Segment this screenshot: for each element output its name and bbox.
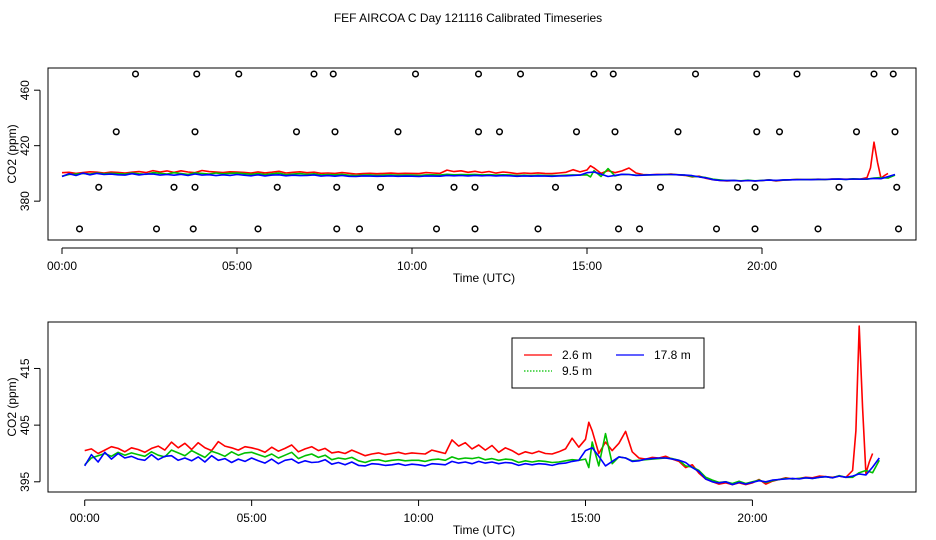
circle-marker: [852, 128, 861, 136]
top-x-axis-label: Time (UTC): [453, 271, 515, 285]
circle-marker: [712, 225, 721, 233]
circle-marker: [329, 70, 337, 78]
circle-marker: [656, 183, 665, 191]
circle-marker: [310, 70, 318, 78]
circle-marker: [889, 70, 897, 78]
legend-label-9-5m: 9.5 m: [562, 364, 592, 378]
circle-marker: [273, 183, 281, 191]
circle-marker: [471, 183, 479, 191]
figure-title: FEF AIRCOA C Day 121116 Calibrated Times…: [334, 11, 602, 25]
bottom-x-tick-label: 20:00: [737, 511, 767, 525]
circle-marker: [333, 225, 341, 233]
circle-marker: [112, 128, 120, 136]
circle-marker: [75, 225, 84, 233]
circle-marker: [609, 70, 617, 78]
circle-marker: [355, 225, 364, 233]
legend-box: [511, 337, 705, 389]
circle-marker: [333, 183, 341, 191]
circle-marker: [331, 128, 339, 136]
top-x-tick-label: 15:00: [572, 259, 602, 273]
top-x-tick-label: 05:00: [222, 259, 252, 273]
circle-marker: [376, 183, 385, 191]
circle-marker: [614, 183, 623, 191]
circle-marker: [691, 70, 700, 78]
circle-marker: [189, 225, 197, 233]
bottom-x-axis-label: Time (UTC): [453, 523, 515, 537]
circle-marker: [814, 225, 822, 233]
circle-marker: [471, 225, 479, 233]
circle-marker: [152, 225, 161, 233]
top-panel: 00:00 05:00 10:00 15:00 20:00 380 420 460 Time …: [5, 67, 917, 285]
circle-marker: [432, 225, 441, 233]
circle-marker: [534, 225, 542, 233]
circle-marker: [191, 183, 199, 191]
top-y-tick-label: 380: [18, 191, 32, 211]
bottom-y-tick-label: 405: [18, 415, 32, 435]
top-plot-frame: [47, 67, 917, 241]
circle-marker: [254, 225, 262, 233]
circle-marker: [495, 128, 504, 136]
bottom-y-axis-label: CO2 (ppm): [5, 377, 19, 436]
circle-marker: [753, 70, 761, 78]
circle-marker: [170, 183, 178, 191]
circle-marker: [572, 128, 581, 136]
circle-marker: [191, 128, 199, 136]
circle-marker: [893, 183, 901, 191]
bottom-axes: 00:00 05:00 10:00 15:00 20:00 395 405 415: [18, 358, 768, 525]
top-marks: [61, 70, 903, 233]
circle-marker: [394, 128, 402, 136]
bottom-x-tick-label: 15:00: [570, 511, 600, 525]
circle-marker: [474, 70, 483, 78]
legend-label-17-8m: 17.8 m: [654, 348, 691, 362]
circle-marker: [131, 70, 140, 78]
circle-marker: [635, 225, 644, 233]
circle-marker: [95, 183, 103, 191]
top-x-tick-label: 20:00: [747, 259, 777, 273]
circle-marker: [235, 70, 243, 78]
circle-marker: [292, 128, 301, 136]
bottom-panel: 00:00 05:00 10:00 15:00 20:00 395 405 415 Time …: [5, 321, 917, 537]
bottom-x-tick-label: 00:00: [70, 511, 100, 525]
top-y-tick-label: 460: [18, 80, 32, 100]
circle-marker: [891, 128, 899, 136]
bottom-plot-frame: [47, 321, 917, 493]
circle-marker: [516, 70, 525, 78]
circle-marker: [753, 128, 761, 136]
top-y-tick-label: 420: [18, 135, 32, 155]
bottom-y-tick-label: 415: [18, 358, 32, 378]
circle-marker: [835, 183, 843, 191]
series-line-17-8-m: [84, 446, 880, 486]
circle-marker: [474, 128, 483, 136]
circle-marker: [551, 183, 560, 191]
series-line-17-8-m: [61, 171, 896, 182]
top-series-group: [61, 141, 896, 182]
circle-marker: [793, 70, 801, 78]
circle-marker: [775, 128, 784, 136]
bottom-x-tick-label: 05:00: [237, 511, 267, 525]
circle-marker: [674, 128, 682, 136]
circle-marker: [411, 70, 420, 78]
circle-marker: [751, 225, 759, 233]
top-axes: 00:00 05:00 10:00 15:00 20:00 380 420 460: [18, 80, 777, 273]
legend-label-2-6m: 2.6 m: [562, 348, 592, 362]
circle-marker: [751, 183, 759, 191]
bottom-marks: [84, 325, 881, 486]
top-x-tick-label: 10:00: [397, 259, 427, 273]
circle-marker: [450, 183, 458, 191]
circle-marker: [894, 225, 903, 233]
bottom-y-tick-label: 395: [18, 471, 32, 491]
top-y-axis-label: CO2 (ppm): [5, 124, 19, 183]
circle-marker: [590, 70, 598, 78]
bottom-x-tick-label: 10:00: [404, 511, 434, 525]
circle-marker: [614, 225, 623, 233]
bottom-series-group: [84, 325, 881, 486]
legend: 2.6 m 17.8 m 9.5 m: [511, 337, 705, 389]
top-x-tick-label: 00:00: [47, 259, 77, 273]
circle-marker: [733, 183, 742, 191]
circle-marker: [611, 128, 619, 136]
circle-marker: [870, 70, 878, 78]
circle-marker: [193, 70, 201, 78]
